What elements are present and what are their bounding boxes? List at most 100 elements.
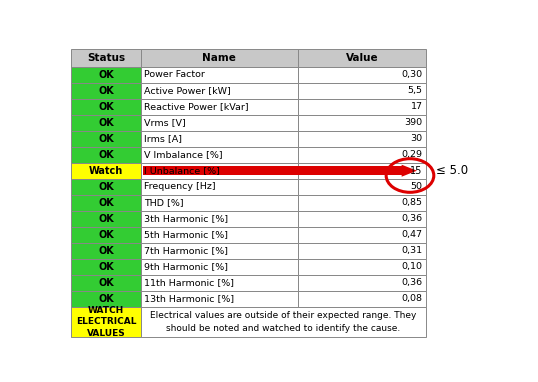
Text: Value: Value [346, 53, 378, 63]
Text: 5,5: 5,5 [407, 86, 422, 95]
Text: OK: OK [98, 70, 114, 80]
Bar [298, 131, 426, 147]
Text: 15: 15 [410, 166, 422, 176]
Bar [298, 259, 426, 275]
Bar [72, 307, 140, 337]
Bar [72, 147, 140, 163]
Bar [72, 179, 140, 195]
Text: 3th Harmonic [%]: 3th Harmonic [%] [144, 214, 228, 223]
Bar [140, 83, 298, 99]
Bar [298, 195, 426, 211]
Text: Status: Status [87, 53, 125, 63]
Text: 9th Harmonic [%]: 9th Harmonic [%] [144, 262, 228, 271]
Text: Watch: Watch [89, 166, 123, 176]
Text: OK: OK [98, 278, 114, 288]
Bar [298, 147, 426, 163]
Bar [143, 166, 402, 175]
Bar [140, 179, 298, 195]
Bar [298, 115, 426, 131]
Text: Power Factor: Power Factor [144, 70, 205, 79]
Text: OK: OK [98, 150, 114, 160]
Bar [140, 227, 298, 243]
Bar [72, 259, 140, 275]
Bar [72, 99, 140, 115]
Text: Vrms [V]: Vrms [V] [144, 118, 186, 127]
Bar [72, 163, 140, 179]
Text: V Imbalance [%]: V Imbalance [%] [144, 150, 223, 159]
Text: Name: Name [202, 53, 236, 63]
Text: 0,36: 0,36 [401, 214, 422, 223]
Bar [140, 147, 298, 163]
Bar [140, 49, 298, 66]
Text: OK: OK [98, 102, 114, 112]
Bar [298, 163, 426, 179]
Bar [72, 115, 140, 131]
Text: 0,30: 0,30 [401, 70, 422, 79]
Bar [140, 115, 298, 131]
Text: OK: OK [98, 134, 114, 144]
Text: 11th Harmonic [%]: 11th Harmonic [%] [144, 278, 234, 287]
Bar [72, 291, 140, 307]
Polygon shape [402, 165, 417, 177]
Bar [72, 66, 140, 83]
Bar [140, 195, 298, 211]
Bar [298, 83, 426, 99]
Text: 0,10: 0,10 [401, 262, 422, 271]
Bar [72, 195, 140, 211]
Text: 0,29: 0,29 [401, 150, 422, 159]
Text: 7th Harmonic [%]: 7th Harmonic [%] [144, 246, 228, 255]
Bar [140, 307, 426, 337]
Bar [298, 243, 426, 259]
Text: 50: 50 [410, 182, 422, 191]
Text: 0,08: 0,08 [401, 294, 422, 303]
Bar [298, 275, 426, 291]
Text: 30: 30 [410, 134, 422, 143]
Text: WATCH
ELECTRICAL
VALUES: WATCH ELECTRICAL VALUES [76, 306, 136, 338]
Text: 13th Harmonic [%]: 13th Harmonic [%] [144, 294, 234, 303]
Text: OK: OK [98, 198, 114, 208]
Text: THD [%]: THD [%] [144, 198, 183, 207]
Bar [72, 83, 140, 99]
Bar [140, 259, 298, 275]
Bar [140, 131, 298, 147]
Text: 390: 390 [405, 118, 422, 127]
Bar [72, 49, 140, 66]
Bar [298, 291, 426, 307]
Bar [140, 275, 298, 291]
Bar [298, 211, 426, 227]
Bar [140, 163, 298, 179]
Bar [72, 227, 140, 243]
Text: ≤ 5.0: ≤ 5.0 [436, 164, 469, 177]
Bar [298, 66, 426, 83]
Bar [298, 179, 426, 195]
Bar [72, 131, 140, 147]
Text: Active Power [kW]: Active Power [kW] [144, 86, 231, 95]
Text: OK: OK [98, 246, 114, 256]
Text: OK: OK [98, 118, 114, 128]
Text: OK: OK [98, 230, 114, 240]
Text: 0,31: 0,31 [401, 246, 422, 255]
Text: 0,85: 0,85 [401, 198, 422, 207]
Text: OK: OK [98, 182, 114, 192]
Bar [140, 243, 298, 259]
Bar [298, 227, 426, 243]
Text: Irms [A]: Irms [A] [144, 134, 182, 143]
Text: OK: OK [98, 294, 114, 304]
Text: OK: OK [98, 262, 114, 272]
Text: 0,47: 0,47 [401, 230, 422, 239]
Bar [140, 66, 298, 83]
Bar [72, 211, 140, 227]
Text: Reactive Power [kVar]: Reactive Power [kVar] [144, 102, 249, 111]
Text: OK: OK [98, 86, 114, 96]
Text: Electrical values are outside of their expected range. They
should be noted and : Electrical values are outside of their e… [150, 311, 416, 333]
Bar [72, 243, 140, 259]
Bar [298, 49, 426, 66]
Bar [72, 275, 140, 291]
Bar [140, 99, 298, 115]
Text: Frequency [Hz]: Frequency [Hz] [144, 182, 216, 191]
Bar [140, 211, 298, 227]
Text: I Unbalance [%]: I Unbalance [%] [144, 166, 220, 175]
Text: 0,36: 0,36 [401, 278, 422, 287]
Bar [140, 291, 298, 307]
Bar [298, 99, 426, 115]
